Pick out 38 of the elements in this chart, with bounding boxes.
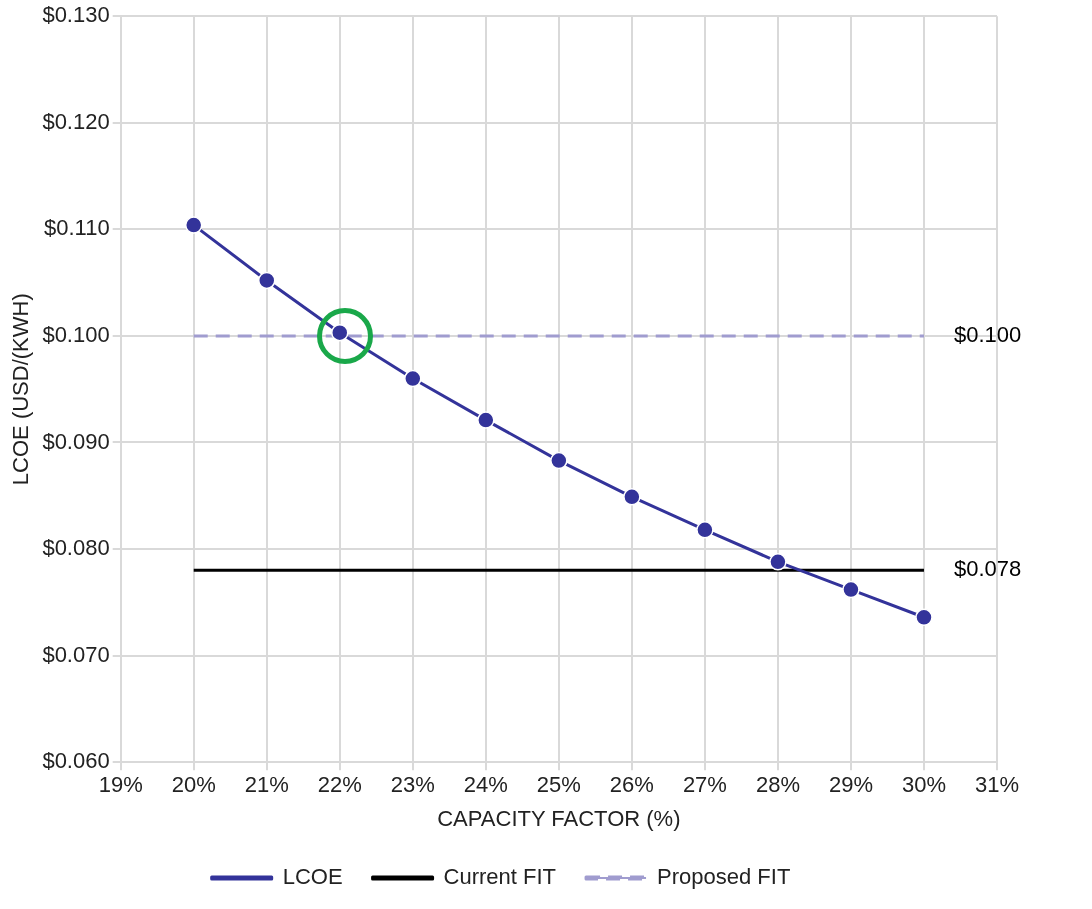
data-label: $0.100 [953,321,1022,347]
x-axis-title: CAPACITY FACTOR (%) [437,805,681,831]
legend-label: LCOE [282,864,343,890]
x-tick-label: 20% [171,772,216,798]
x-tick-label: 24% [463,772,508,798]
point [477,411,495,429]
x-tick-label: 28% [755,772,800,798]
legend-label: Proposed FIT [657,864,791,890]
point [257,271,276,290]
legend-label: Current FIT [443,864,557,890]
x-tick-label: 19% [98,772,143,798]
x-tick-label: 25% [536,772,581,798]
y-tick-label: $0.090 [42,428,110,454]
x-tick-label: 23% [390,772,435,798]
y-tick-label: $0.110 [44,215,110,241]
x-tick-label: 26% [609,772,654,798]
point [842,580,860,599]
y-tick-label: $0.100 [42,321,110,347]
x-tick-label: 31% [974,772,1020,798]
x-tick-label: 21% [244,772,289,798]
point [915,608,933,627]
y-tick-label: $0.070 [42,641,110,667]
point [769,553,787,571]
y-tick-label: $0.130 [42,2,110,28]
data-label: $0.078 [953,556,1022,582]
y-tick-label: $0.120 [42,108,110,134]
x-tick-label: 27% [682,772,727,798]
x-tick-label: 29% [828,772,873,798]
point [404,369,422,388]
x-tick-label: 22% [317,772,362,798]
point [623,488,641,506]
y-tick-label: $0.080 [42,535,110,561]
point [550,451,568,470]
x-tick-label: 30% [901,772,946,798]
y-axis-title: LCOE (USD/(KWH) [8,293,34,486]
point [696,521,714,539]
y-tick-label: $0.060 [42,748,110,774]
point [184,216,203,234]
